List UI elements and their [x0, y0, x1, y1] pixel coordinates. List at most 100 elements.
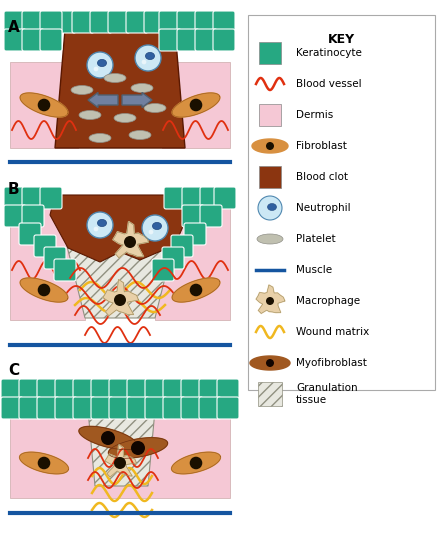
Bar — [10, 62, 78, 148]
FancyBboxPatch shape — [195, 11, 217, 33]
FancyBboxPatch shape — [213, 11, 235, 33]
FancyBboxPatch shape — [55, 397, 77, 419]
Polygon shape — [50, 195, 190, 262]
FancyBboxPatch shape — [182, 205, 204, 227]
Circle shape — [131, 441, 145, 455]
Text: Blood vessel: Blood vessel — [296, 79, 362, 89]
Circle shape — [94, 227, 99, 232]
FancyBboxPatch shape — [40, 187, 62, 209]
Bar — [155, 205, 230, 320]
FancyBboxPatch shape — [109, 397, 131, 419]
Circle shape — [190, 99, 202, 111]
Bar — [248, 15, 435, 390]
FancyBboxPatch shape — [163, 397, 185, 419]
Polygon shape — [20, 452, 68, 474]
Text: A: A — [8, 20, 20, 35]
Polygon shape — [55, 30, 185, 148]
FancyBboxPatch shape — [213, 29, 235, 51]
Circle shape — [266, 297, 274, 305]
FancyBboxPatch shape — [177, 11, 199, 33]
FancyBboxPatch shape — [109, 379, 131, 401]
FancyBboxPatch shape — [91, 379, 113, 401]
FancyBboxPatch shape — [1, 397, 23, 419]
FancyBboxPatch shape — [34, 235, 56, 257]
Text: Fibroblast: Fibroblast — [296, 141, 347, 151]
Text: KEY: KEY — [328, 33, 355, 46]
Circle shape — [38, 99, 50, 111]
FancyBboxPatch shape — [54, 259, 76, 281]
FancyBboxPatch shape — [152, 259, 174, 281]
FancyBboxPatch shape — [44, 247, 66, 269]
Ellipse shape — [89, 133, 111, 143]
Polygon shape — [20, 278, 68, 302]
Polygon shape — [79, 426, 137, 450]
Circle shape — [141, 59, 146, 64]
Circle shape — [135, 45, 161, 71]
Text: C: C — [8, 363, 19, 378]
Text: B: B — [8, 182, 20, 197]
Circle shape — [258, 196, 282, 220]
Ellipse shape — [104, 73, 126, 83]
FancyArrow shape — [88, 93, 118, 108]
FancyBboxPatch shape — [40, 11, 62, 33]
Text: Granulation
tissue: Granulation tissue — [296, 383, 357, 405]
FancyBboxPatch shape — [184, 223, 206, 245]
FancyBboxPatch shape — [22, 205, 44, 227]
Text: Macrophage: Macrophage — [296, 296, 360, 306]
FancyBboxPatch shape — [159, 29, 181, 51]
Circle shape — [38, 284, 50, 296]
FancyBboxPatch shape — [108, 11, 130, 33]
Ellipse shape — [114, 114, 136, 123]
FancyBboxPatch shape — [127, 379, 149, 401]
Bar — [259, 42, 281, 64]
Text: Blood clot: Blood clot — [296, 172, 348, 182]
Circle shape — [114, 294, 126, 306]
Polygon shape — [109, 438, 168, 458]
FancyBboxPatch shape — [164, 187, 186, 209]
FancyBboxPatch shape — [145, 397, 167, 419]
Text: Dermis: Dermis — [296, 110, 333, 120]
FancyBboxPatch shape — [19, 379, 41, 401]
Polygon shape — [256, 285, 285, 314]
Bar — [258, 382, 282, 406]
FancyBboxPatch shape — [199, 397, 221, 419]
Circle shape — [190, 457, 202, 470]
FancyBboxPatch shape — [4, 11, 26, 33]
FancyBboxPatch shape — [181, 397, 203, 419]
FancyBboxPatch shape — [162, 247, 184, 269]
FancyBboxPatch shape — [171, 235, 193, 257]
FancyBboxPatch shape — [163, 379, 185, 401]
Ellipse shape — [268, 204, 276, 211]
Circle shape — [114, 457, 126, 469]
Circle shape — [148, 229, 153, 234]
Polygon shape — [88, 410, 155, 486]
FancyBboxPatch shape — [4, 29, 26, 51]
Ellipse shape — [152, 222, 162, 229]
Text: Keratinocyte: Keratinocyte — [296, 48, 362, 58]
FancyBboxPatch shape — [4, 187, 26, 209]
FancyBboxPatch shape — [54, 11, 76, 33]
Text: Muscle: Muscle — [296, 265, 332, 275]
FancyBboxPatch shape — [145, 379, 167, 401]
FancyBboxPatch shape — [40, 29, 62, 51]
Ellipse shape — [97, 59, 106, 66]
FancyBboxPatch shape — [90, 11, 112, 33]
Polygon shape — [172, 93, 220, 117]
Circle shape — [94, 66, 99, 71]
Polygon shape — [172, 278, 220, 302]
FancyBboxPatch shape — [72, 11, 94, 33]
FancyBboxPatch shape — [177, 29, 199, 51]
Polygon shape — [252, 139, 288, 153]
Ellipse shape — [129, 130, 151, 139]
FancyBboxPatch shape — [200, 187, 222, 209]
Circle shape — [87, 212, 113, 238]
Circle shape — [190, 284, 202, 296]
FancyBboxPatch shape — [19, 397, 41, 419]
FancyBboxPatch shape — [22, 29, 44, 51]
Bar — [259, 104, 281, 126]
Ellipse shape — [79, 110, 101, 120]
Ellipse shape — [71, 86, 93, 94]
FancyBboxPatch shape — [1, 379, 23, 401]
FancyBboxPatch shape — [214, 187, 236, 209]
Circle shape — [101, 431, 115, 445]
